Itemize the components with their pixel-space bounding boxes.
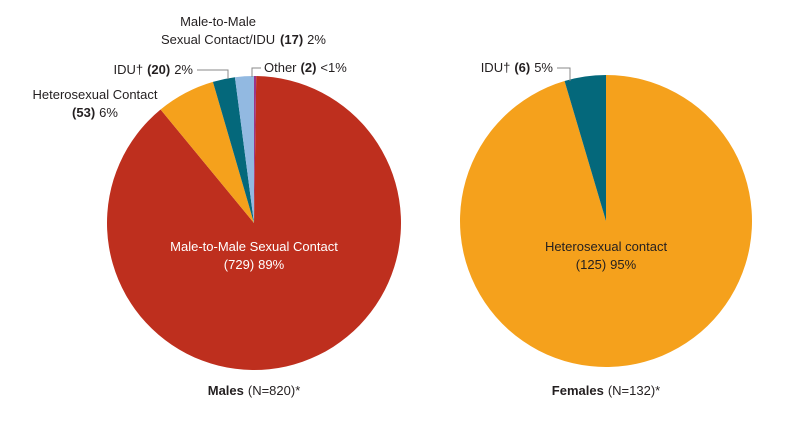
count-label: (53) bbox=[72, 105, 96, 120]
category-label: Male-to-Male Sexual Contact/IDU bbox=[160, 14, 276, 47]
pie-slice bbox=[459, 75, 752, 367]
pie-slice bbox=[564, 75, 606, 221]
slice-label: Male-to-Male Sexual Contact (729) 89% bbox=[170, 238, 338, 274]
slice-label: Heterosexual Contact (53) 6% bbox=[32, 86, 157, 122]
count-label: (125) bbox=[575, 257, 607, 272]
percent-label: 2% bbox=[307, 32, 326, 47]
category-label: Male-to-Male Sexual Contact bbox=[170, 239, 338, 254]
slice-label: IDU† (6) 5% bbox=[481, 59, 553, 77]
slice-label: Male-to-Male Sexual Contact/IDU (17) 2% bbox=[160, 13, 326, 49]
pie-slice bbox=[254, 76, 257, 223]
pie-slice bbox=[106, 76, 402, 370]
count-label: (729) bbox=[223, 257, 255, 272]
percent-label: 2% bbox=[174, 62, 193, 77]
percent-label: 95% bbox=[610, 257, 637, 272]
category-label: Heterosexual contact bbox=[544, 239, 668, 254]
category-label: IDU† bbox=[113, 62, 144, 77]
percent-label: 5% bbox=[534, 60, 553, 75]
leader-line bbox=[557, 67, 571, 81]
count-label: (2) bbox=[300, 60, 317, 75]
category-label: Heterosexual Contact bbox=[32, 87, 158, 102]
n-label: (N=132)* bbox=[607, 383, 661, 398]
percent-label: 6% bbox=[99, 105, 118, 120]
count-label: (20) bbox=[147, 62, 171, 77]
category-label: IDU† bbox=[480, 60, 511, 75]
percent-label: <1% bbox=[320, 60, 347, 75]
chart-label: Males bbox=[207, 383, 244, 398]
pie-slice bbox=[234, 76, 254, 223]
leader-line bbox=[197, 69, 229, 79]
chart-caption: Females (N=132)* bbox=[552, 383, 660, 398]
chart-label: Females bbox=[551, 383, 604, 398]
chart-caption: Males (N=820)* bbox=[208, 383, 301, 398]
slice-label: Other (2) <1% bbox=[264, 59, 347, 77]
pie-slice bbox=[160, 81, 254, 224]
count-label: (6) bbox=[514, 60, 531, 75]
percent-label: 89% bbox=[258, 257, 285, 272]
leader-lines bbox=[197, 67, 571, 81]
slice-label: Heterosexual contact (125) 95% bbox=[545, 238, 667, 274]
leader-line bbox=[251, 67, 261, 77]
count-label: (17) bbox=[280, 32, 304, 47]
n-label: (N=820)* bbox=[247, 383, 301, 398]
pie-slice bbox=[212, 77, 254, 223]
slice-label: IDU† (20) 2% bbox=[113, 61, 193, 79]
pie bbox=[106, 76, 402, 370]
category-label: Other bbox=[264, 60, 297, 75]
pie bbox=[459, 75, 752, 367]
